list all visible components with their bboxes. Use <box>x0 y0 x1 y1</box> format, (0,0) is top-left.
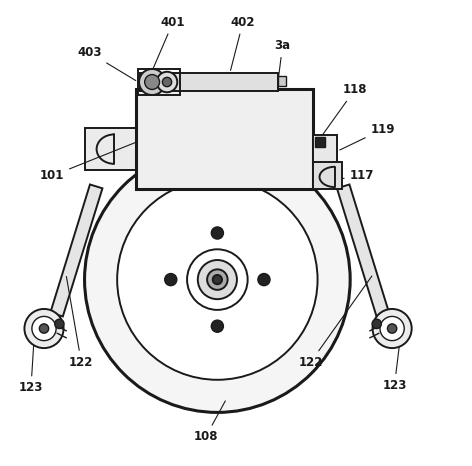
Circle shape <box>165 274 177 286</box>
Circle shape <box>198 260 237 299</box>
Text: 3a: 3a <box>275 39 291 79</box>
Circle shape <box>162 77 172 87</box>
Circle shape <box>213 275 222 284</box>
Text: 401: 401 <box>153 16 185 69</box>
Bar <box>138 69 180 95</box>
Bar <box>313 135 337 164</box>
Circle shape <box>84 147 350 412</box>
Circle shape <box>25 309 64 348</box>
Circle shape <box>372 309 412 348</box>
Text: 122: 122 <box>67 276 93 369</box>
Bar <box>278 76 287 86</box>
Text: 101: 101 <box>40 140 143 182</box>
Bar <box>136 89 313 189</box>
Circle shape <box>144 75 160 89</box>
Circle shape <box>32 316 56 341</box>
Circle shape <box>211 320 223 332</box>
Circle shape <box>380 316 404 341</box>
Polygon shape <box>311 138 337 164</box>
Circle shape <box>388 324 397 333</box>
Circle shape <box>39 324 49 333</box>
Circle shape <box>207 269 228 290</box>
Text: 122: 122 <box>298 276 372 369</box>
Circle shape <box>55 319 64 329</box>
Bar <box>141 73 278 91</box>
Circle shape <box>117 179 318 380</box>
Text: 123: 123 <box>382 331 406 392</box>
Circle shape <box>211 227 223 239</box>
Circle shape <box>157 72 177 92</box>
Circle shape <box>372 319 381 329</box>
Bar <box>315 137 326 147</box>
Bar <box>313 162 342 189</box>
Text: 117: 117 <box>329 170 374 182</box>
Text: 403: 403 <box>77 46 136 81</box>
Polygon shape <box>337 185 389 316</box>
Polygon shape <box>51 185 102 316</box>
Circle shape <box>258 274 270 286</box>
Text: 108: 108 <box>194 401 225 443</box>
Circle shape <box>139 69 165 95</box>
Text: 118: 118 <box>320 83 367 138</box>
Text: 119: 119 <box>340 123 395 150</box>
Text: 402: 402 <box>230 16 255 70</box>
Polygon shape <box>84 128 138 170</box>
Circle shape <box>187 249 248 310</box>
Text: 123: 123 <box>19 331 43 394</box>
